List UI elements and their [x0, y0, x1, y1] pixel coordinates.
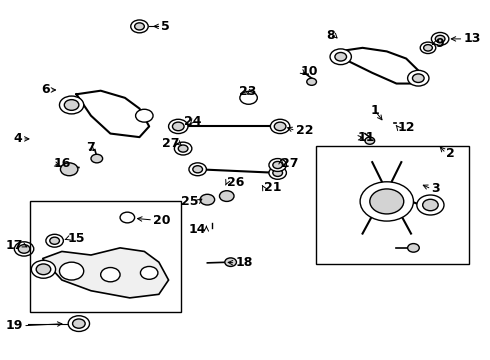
Text: 20: 20 — [153, 213, 171, 226]
Text: 1: 1 — [370, 104, 379, 117]
Circle shape — [100, 267, 120, 282]
Circle shape — [273, 161, 283, 168]
Text: 14: 14 — [189, 223, 206, 236]
Circle shape — [417, 195, 444, 215]
Text: 7: 7 — [87, 141, 96, 154]
Text: 8: 8 — [326, 29, 334, 42]
Circle shape — [64, 100, 79, 111]
Text: 27: 27 — [162, 137, 179, 150]
Circle shape — [240, 91, 257, 104]
Polygon shape — [43, 248, 169, 298]
Circle shape — [413, 74, 424, 82]
Circle shape — [200, 194, 215, 205]
Circle shape — [420, 42, 436, 54]
Text: 16: 16 — [53, 157, 71, 170]
Text: 26: 26 — [227, 176, 244, 189]
Circle shape — [220, 191, 234, 202]
Text: 21: 21 — [264, 181, 281, 194]
Circle shape — [46, 234, 63, 247]
Circle shape — [135, 23, 145, 30]
Text: 17: 17 — [5, 239, 23, 252]
Text: 25: 25 — [181, 195, 198, 208]
Circle shape — [193, 166, 202, 173]
Circle shape — [189, 163, 206, 176]
Circle shape — [273, 169, 283, 176]
Circle shape — [408, 244, 419, 252]
Circle shape — [73, 319, 85, 328]
Circle shape — [14, 242, 34, 256]
Circle shape — [36, 264, 51, 275]
Circle shape — [435, 35, 445, 42]
Circle shape — [178, 145, 188, 152]
Bar — [30, 202, 181, 312]
Circle shape — [335, 53, 346, 61]
Text: 13: 13 — [464, 32, 481, 45]
Circle shape — [136, 109, 153, 122]
Circle shape — [60, 163, 78, 176]
Circle shape — [225, 258, 237, 266]
Circle shape — [269, 166, 286, 179]
Text: 27: 27 — [281, 157, 298, 170]
Circle shape — [31, 260, 55, 278]
Text: 3: 3 — [431, 183, 440, 195]
Circle shape — [91, 154, 102, 163]
Text: 11: 11 — [358, 131, 375, 144]
Bar — [317, 146, 469, 264]
Circle shape — [365, 137, 375, 144]
Circle shape — [174, 142, 192, 155]
Circle shape — [131, 20, 148, 33]
Text: 12: 12 — [398, 121, 416, 134]
Text: 9: 9 — [435, 37, 444, 50]
Circle shape — [50, 237, 59, 244]
Text: 18: 18 — [236, 256, 253, 269]
Circle shape — [370, 189, 404, 214]
Text: 23: 23 — [239, 85, 256, 98]
Circle shape — [330, 49, 351, 64]
Text: 6: 6 — [41, 84, 50, 96]
Circle shape — [270, 119, 290, 134]
Circle shape — [269, 158, 286, 171]
Circle shape — [120, 212, 135, 223]
Circle shape — [274, 122, 286, 131]
Text: 4: 4 — [13, 132, 22, 145]
Circle shape — [59, 262, 84, 280]
Circle shape — [431, 32, 449, 45]
Circle shape — [169, 119, 188, 134]
Circle shape — [423, 199, 438, 211]
Circle shape — [424, 45, 432, 51]
Circle shape — [360, 182, 414, 221]
Circle shape — [141, 266, 158, 279]
Circle shape — [307, 78, 317, 85]
Text: 10: 10 — [301, 64, 318, 77]
Text: 19: 19 — [6, 319, 23, 332]
Text: 2: 2 — [446, 147, 455, 160]
Text: 24: 24 — [184, 114, 201, 127]
Circle shape — [18, 245, 30, 253]
Circle shape — [172, 122, 184, 131]
Text: 22: 22 — [295, 124, 313, 137]
Circle shape — [68, 316, 90, 332]
Circle shape — [408, 70, 429, 86]
Text: 5: 5 — [161, 20, 170, 33]
Text: 15: 15 — [68, 232, 85, 245]
Circle shape — [59, 96, 84, 114]
